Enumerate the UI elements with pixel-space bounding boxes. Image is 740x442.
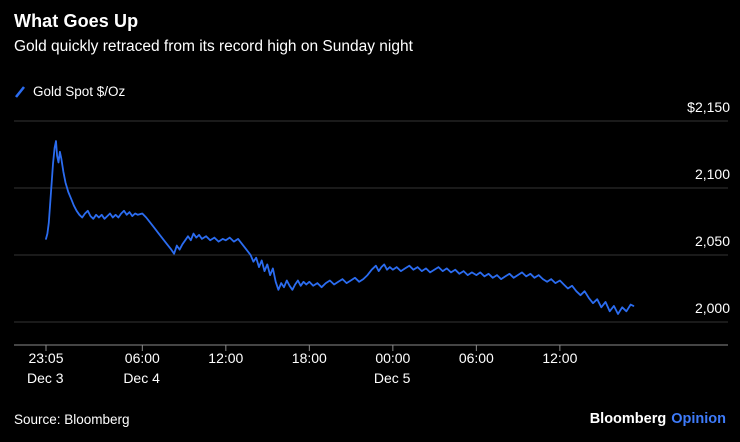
y-axis-label: 2,000 <box>694 300 730 316</box>
x-axis-time-label: 00:00 <box>375 350 411 366</box>
brand-logo: Bloomberg Opinion <box>590 411 726 427</box>
chart-title: What Goes Up <box>14 11 139 31</box>
legend: Gold Spot $/Oz <box>14 84 125 99</box>
y-axis-label: 2,050 <box>694 233 730 249</box>
x-axis-date-label: Dec 4 <box>123 370 160 386</box>
brand-bloomberg: Bloomberg <box>589 411 667 427</box>
x-axis-date-label: Dec 5 <box>373 370 411 386</box>
x-axis-date-label: Dec 3 <box>27 370 64 386</box>
y-axis-label: $2,150 <box>687 99 730 115</box>
brand-opinion: Opinion <box>671 411 726 427</box>
x-axis-time-label: 06:00 <box>458 350 494 366</box>
legend-line-icon <box>14 85 26 99</box>
x-axis-time-label: 18:00 <box>291 350 327 366</box>
price-line <box>45 140 635 315</box>
x-axis-time-label: 06:00 <box>124 350 160 366</box>
x-axis-time-label: 12:00 <box>542 350 578 366</box>
chart-subtitle: Gold quickly retraced from its record hi… <box>14 38 413 55</box>
x-axis-time-label: 23:05 <box>28 350 64 366</box>
x-axis-time-label: 12:00 <box>208 350 244 366</box>
legend-label: Gold Spot $/Oz <box>33 84 126 99</box>
y-axis-label: 2,100 <box>694 166 730 182</box>
source-note: Source: Bloomberg <box>14 412 130 427</box>
